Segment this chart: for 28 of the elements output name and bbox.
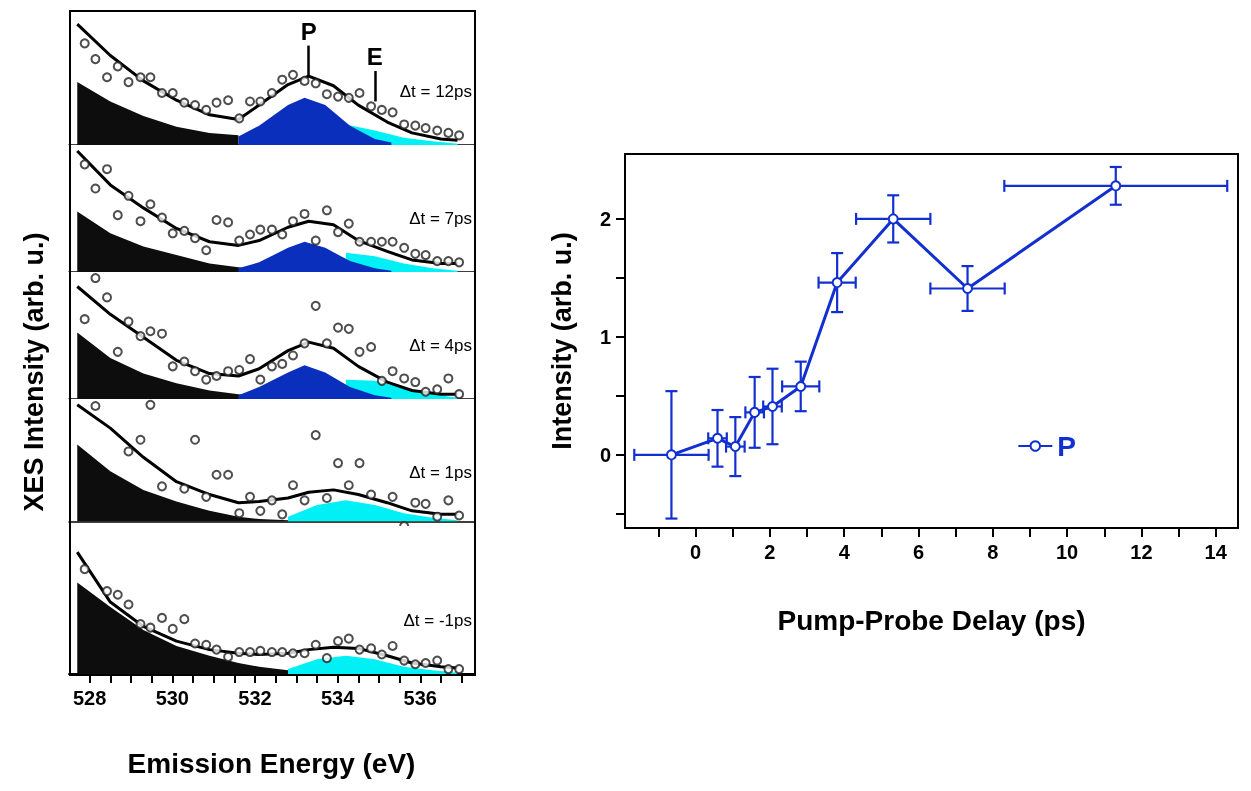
x-axis-title: Emission Energy (eV) xyxy=(127,747,416,779)
y-tick-label: 2 xyxy=(599,207,611,230)
y-tick-label: 0 xyxy=(599,443,611,466)
x-tick-label: 0 xyxy=(690,541,702,563)
x-tick-label: 10 xyxy=(1055,541,1079,563)
annotation: Δt = 4ps xyxy=(409,336,473,355)
y-axis-title: Intensity (arb. u.) xyxy=(546,232,577,450)
annotation: E xyxy=(366,43,383,71)
x-tick-label: 6 xyxy=(912,541,925,563)
annotation: Δt = 7ps xyxy=(409,209,473,228)
legend-label: P xyxy=(1057,430,1077,462)
x-tick-label: 532 xyxy=(238,687,272,709)
x-axis-title: Pump-Probe Delay (ps) xyxy=(777,604,1086,636)
annotation: P xyxy=(300,18,317,46)
x-tick-label: 528 xyxy=(72,687,107,709)
annotation: Δt = 1ps xyxy=(409,463,473,482)
x-tick-label: 4 xyxy=(838,541,851,563)
annotation: Δt = 12ps xyxy=(399,82,473,101)
x-tick-label: 536 xyxy=(403,687,437,709)
x-tick-label: 12 xyxy=(1130,541,1153,563)
x-tick-label: 530 xyxy=(155,687,189,709)
x-tick-label: 534 xyxy=(320,687,356,709)
y-tick-label: 1 xyxy=(599,325,611,348)
x-tick-label: 14 xyxy=(1204,541,1228,563)
annotation: Δt = -1ps xyxy=(403,611,473,630)
x-tick-label: 8 xyxy=(987,541,999,563)
x-tick-label: 2 xyxy=(764,541,776,563)
y-axis-title: XES Intensity (arb. u.) xyxy=(18,232,50,512)
